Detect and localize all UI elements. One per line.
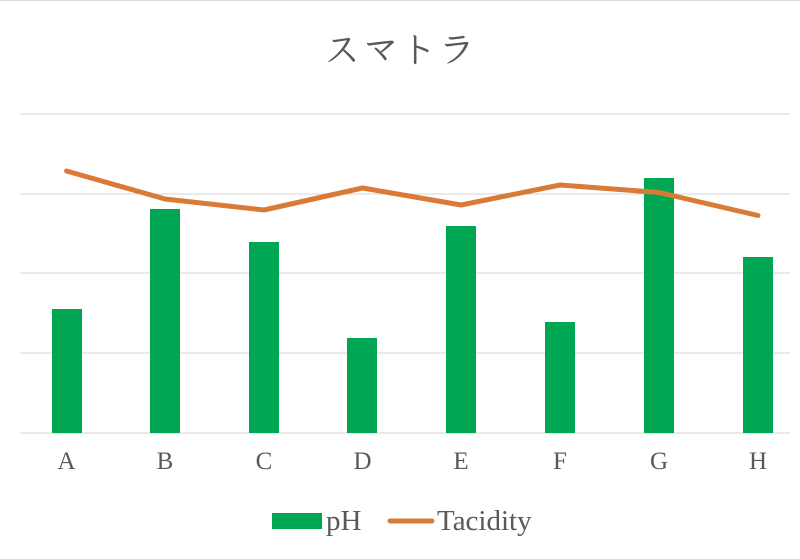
svg-text:A: A bbox=[57, 448, 75, 475]
svg-text:pH: pH bbox=[326, 505, 362, 537]
svg-text:H: H bbox=[749, 448, 767, 475]
svg-text:D: D bbox=[353, 448, 371, 475]
svg-text:G: G bbox=[650, 448, 668, 475]
svg-text:C: C bbox=[256, 448, 273, 475]
svg-text:E: E bbox=[453, 448, 468, 475]
svg-text:F: F bbox=[553, 448, 567, 475]
svg-text:Tacidity: Tacidity bbox=[437, 505, 532, 537]
svg-text:B: B bbox=[157, 448, 174, 475]
